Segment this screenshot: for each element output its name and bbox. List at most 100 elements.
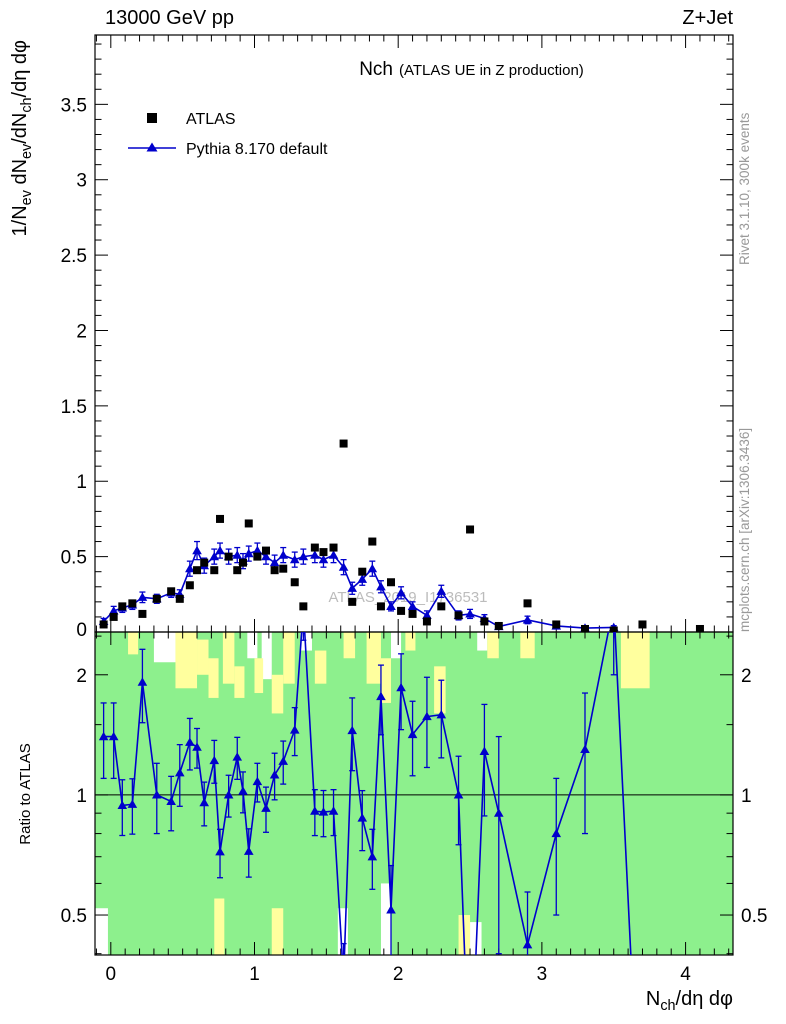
pythia-marker xyxy=(108,606,119,615)
pythia-marker xyxy=(209,551,220,561)
atlas-marker xyxy=(552,620,561,629)
atlas-marker xyxy=(175,594,184,603)
pythia-marker xyxy=(269,770,280,779)
yellow-band xyxy=(380,658,392,703)
atlas-marker xyxy=(253,552,262,561)
tick-label: 0.5 xyxy=(741,906,767,927)
atlas-marker xyxy=(128,599,137,608)
pythia-marker xyxy=(243,548,254,558)
atlas-marker xyxy=(167,587,176,596)
band-gap xyxy=(470,922,482,955)
pythia-marker xyxy=(357,574,368,583)
tick-label: 4 xyxy=(680,964,691,985)
x-axis-label: Nch/dη dφ xyxy=(646,988,733,1014)
yellow-band xyxy=(214,898,225,955)
band-gap xyxy=(261,632,272,680)
pythia-marker xyxy=(522,615,533,624)
atlas-marker xyxy=(466,525,475,534)
tick-label: 2 xyxy=(76,666,87,687)
atlas-marker xyxy=(99,620,108,629)
tick-label: 1.5 xyxy=(61,397,87,418)
pythia-marker xyxy=(465,609,475,618)
pythia-marker xyxy=(407,729,418,739)
pythia-marker xyxy=(238,786,248,795)
band-gap xyxy=(391,632,402,659)
tick-label: 0 xyxy=(106,964,117,985)
pythia-marker xyxy=(151,790,162,799)
legend xyxy=(128,113,176,152)
legend-marker-atlas xyxy=(147,113,157,123)
pythia-marker xyxy=(347,583,358,592)
pythia-marker xyxy=(436,586,447,595)
pythia-marker xyxy=(298,551,309,561)
atlas-marker xyxy=(224,552,233,561)
pythia-marker xyxy=(108,731,119,741)
pythia-marker xyxy=(396,588,406,597)
atlas-marker xyxy=(270,566,279,575)
yellow-band xyxy=(175,632,198,689)
tick-label: 3.5 xyxy=(61,95,87,116)
atlas-marker xyxy=(422,617,431,626)
pythia-marker xyxy=(580,744,590,754)
pythia-marker xyxy=(261,551,271,561)
yellow-band xyxy=(434,666,446,714)
pythia-marker xyxy=(215,545,225,555)
atlas-marker xyxy=(290,578,299,587)
atlas-marker xyxy=(494,621,503,630)
pythia-marker xyxy=(261,803,271,812)
band-gap xyxy=(247,632,258,659)
pythia-marker xyxy=(328,550,339,559)
pythia-marker xyxy=(551,828,562,838)
atlas-marker xyxy=(523,599,532,608)
tick-label: 2.5 xyxy=(61,246,87,267)
yellow-band xyxy=(208,658,219,698)
ratio-series xyxy=(98,632,632,983)
pythia-marker xyxy=(522,940,533,949)
yellow-band xyxy=(271,908,284,955)
pythia-marker xyxy=(174,767,185,777)
atlas-marker xyxy=(638,620,647,629)
pythia-marker xyxy=(137,592,148,601)
atlas-marker xyxy=(261,546,270,555)
tick-label: 2 xyxy=(393,964,404,985)
atlas-marker xyxy=(109,612,118,621)
atlas-marker xyxy=(138,609,147,618)
pythia-marker xyxy=(422,711,432,721)
yellow-band xyxy=(405,632,416,651)
tick-label: 3 xyxy=(537,964,548,985)
atlas-marker xyxy=(244,519,253,528)
pythia-marker xyxy=(338,562,349,571)
atlas-marker xyxy=(329,543,338,552)
pythia-marker xyxy=(479,746,490,755)
pythia-marker xyxy=(232,752,243,761)
pythia-marker xyxy=(436,709,447,719)
atlas-marker xyxy=(118,602,127,611)
band-gap xyxy=(477,632,488,651)
legend-label-atlas: ATLAS xyxy=(186,111,236,128)
pythia-marker xyxy=(318,554,329,564)
pythia-series-main xyxy=(98,540,619,632)
pythia-marker xyxy=(185,563,195,573)
pythia-marker xyxy=(376,581,386,591)
pythia-marker xyxy=(386,905,396,914)
atlas-marker xyxy=(437,602,446,611)
pythia-marker xyxy=(166,796,176,806)
pythia-marker xyxy=(98,731,109,741)
atlas-marker xyxy=(193,566,202,575)
yellow-band xyxy=(271,674,284,714)
pythia-marker xyxy=(185,737,195,746)
atlas-marker xyxy=(310,543,319,552)
pythia-marker xyxy=(339,975,349,983)
rivet-version-note: Rivet 3.1.10, 300k events xyxy=(737,112,752,265)
y-axis-label-main: 1/Nev dNev/dNch/dη dφ xyxy=(9,40,35,236)
pythia-marker xyxy=(376,691,386,701)
atlas-marker xyxy=(387,578,396,587)
header-process-label: Z+Jet xyxy=(682,7,733,29)
pythia-marker xyxy=(367,563,378,573)
chart-data-layer: 0.5 1 1.5 2 2.5 3 3.5 0 0.5 0.5 1 1 2 2 0 1 2 3 4 xyxy=(61,34,767,985)
pythia-marker xyxy=(386,601,396,610)
atlas-marker xyxy=(319,548,328,557)
atlas-marker xyxy=(397,606,406,615)
tick-label: 3 xyxy=(76,171,87,192)
